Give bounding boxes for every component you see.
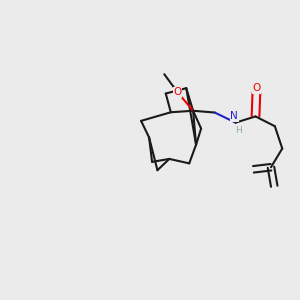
Text: O: O	[173, 87, 182, 97]
Text: O: O	[252, 83, 260, 93]
Text: N: N	[230, 111, 238, 121]
Text: H: H	[235, 127, 242, 136]
